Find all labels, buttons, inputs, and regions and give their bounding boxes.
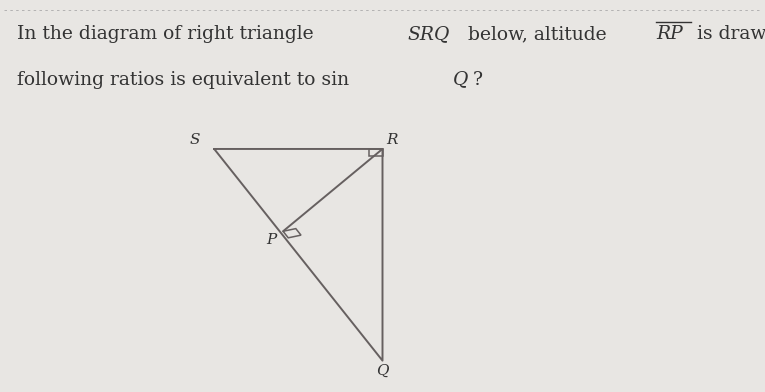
Text: S: S [190, 133, 200, 147]
Text: P: P [266, 233, 276, 247]
Text: Q: Q [376, 364, 389, 378]
Text: SRQ: SRQ [407, 25, 450, 44]
Text: following ratios is equivalent to sin: following ratios is equivalent to sin [17, 71, 355, 89]
Text: In the diagram of right triangle: In the diagram of right triangle [17, 25, 320, 44]
Text: R: R [386, 133, 398, 147]
Text: ?: ? [473, 71, 483, 89]
Text: Q: Q [453, 71, 468, 89]
Text: is drawn. Which of the: is drawn. Which of the [691, 25, 765, 44]
Text: RP: RP [656, 25, 683, 44]
Text: below, altitude: below, altitude [462, 25, 613, 44]
